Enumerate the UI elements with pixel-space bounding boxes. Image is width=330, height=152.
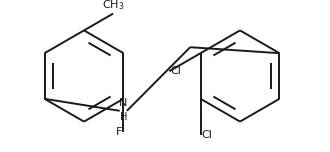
Text: H: H bbox=[119, 112, 127, 122]
Text: Cl: Cl bbox=[202, 130, 213, 140]
Text: N: N bbox=[119, 98, 127, 108]
Text: Cl: Cl bbox=[171, 66, 182, 76]
Text: CH$_3$: CH$_3$ bbox=[102, 0, 124, 12]
Text: F: F bbox=[116, 127, 122, 137]
